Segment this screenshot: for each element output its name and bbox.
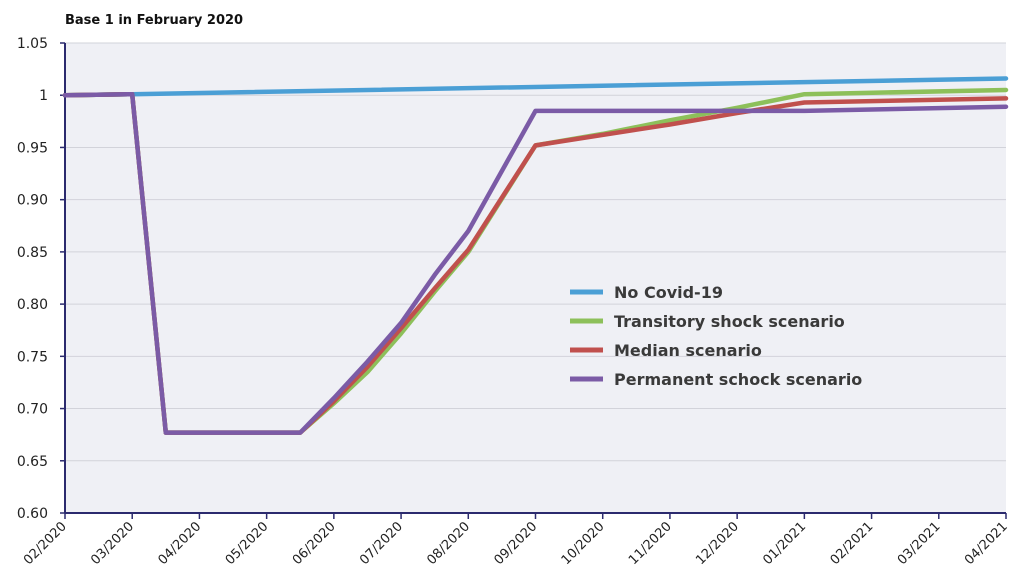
x-tick-label: 10/2020 [559, 519, 608, 568]
gridlines [65, 42, 1006, 462]
y-tick-label: 0.85 [17, 245, 48, 261]
series-lines [62, 76, 1009, 435]
x-tick-label: 02/2021 [828, 519, 877, 568]
y-tick-label: 0.75 [17, 349, 48, 365]
legend-label: No Covid-19 [614, 283, 723, 302]
x-tick-label: 04/2021 [962, 519, 1011, 568]
x-tick-label: 02/2020 [21, 519, 70, 568]
x-tick-label: 12/2020 [693, 519, 742, 568]
x-tick-label: 05/2020 [223, 519, 272, 568]
x-tick-label: 09/2020 [492, 519, 541, 568]
y-tick-label: 0.80 [17, 297, 48, 313]
legend-label: Median scenario [614, 341, 762, 360]
legend: No Covid-19 Transitory shock scenario Medi… [570, 283, 862, 389]
x-tick-label: 03/2021 [895, 519, 944, 568]
x-tick-label: 04/2020 [155, 519, 204, 568]
y-tick-label: 1.05 [17, 36, 48, 52]
chart-subtitle: Base 1 in February 2020 [65, 13, 243, 28]
x-tick-label: 03/2020 [88, 519, 137, 568]
legend-label: Transitory shock scenario [614, 312, 845, 331]
x-tick-label: 07/2020 [357, 519, 406, 568]
legend-label: Permanent schock scenario [614, 370, 862, 389]
x-tick-label: 01/2021 [760, 519, 809, 568]
x-axis: 02/2020 03/2020 04/2020 05/2020 06/2020 07/20… [21, 512, 1011, 568]
y-tick-label: 0.65 [17, 454, 48, 470]
y-tick-label: 0.70 [17, 402, 48, 418]
y-tick-label: 0.90 [17, 193, 48, 209]
y-axis: 0.60 0.65 0.70 0.75 0.80 0.85 0.90 0.95 1 1.05 [17, 36, 66, 522]
x-tick-label: 06/2020 [290, 519, 339, 568]
series-line-4 [62, 91, 1009, 435]
y-tick-label: 0.95 [17, 140, 48, 156]
y-tick-label: 1 [39, 88, 48, 104]
x-tick-label: 11/2020 [626, 519, 675, 568]
x-tick-label: 08/2020 [424, 519, 473, 568]
y-tick-label: 0.60 [17, 506, 48, 522]
